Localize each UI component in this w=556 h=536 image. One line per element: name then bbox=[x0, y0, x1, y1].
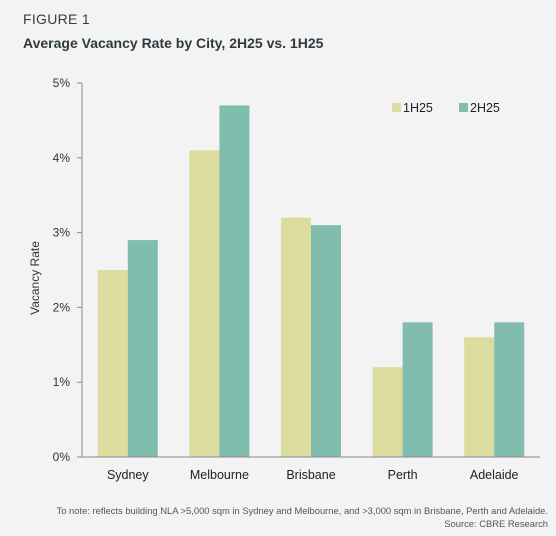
bar-2h25-brisbane bbox=[311, 225, 341, 457]
x-tick-label: Melbourne bbox=[190, 468, 249, 482]
bar-1h25-melbourne bbox=[189, 150, 220, 457]
chart-notes: To note: reflects building NLA >5,000 sq… bbox=[57, 504, 548, 530]
bar-2h25-perth bbox=[402, 322, 433, 457]
bar-1h25-adelaide bbox=[464, 337, 495, 457]
y-tick-label: 4% bbox=[53, 151, 71, 165]
legend-swatch-2h25 bbox=[459, 103, 468, 112]
footnote: To note: reflects building NLA >5,000 sq… bbox=[56, 505, 548, 516]
x-tick-label: Adelaide bbox=[470, 468, 519, 482]
y-tick-label: 5% bbox=[53, 76, 71, 90]
bar-1h25-brisbane bbox=[281, 217, 311, 457]
x-tick-label: Brisbane bbox=[286, 468, 335, 482]
y-tick-label: 1% bbox=[53, 375, 71, 389]
bar-chart: 0% 1% 2% 3% 4% 5% Vacancy Rate Sydney Melbourne B… bbox=[28, 76, 540, 482]
figure-label: FIGURE 1 bbox=[23, 11, 90, 27]
legend-label-1h25: 1H25 bbox=[403, 101, 433, 115]
y-axis-title: Vacancy Rate bbox=[28, 241, 42, 315]
bar-1h25-perth bbox=[372, 367, 403, 457]
bar-1h25-sydney bbox=[97, 270, 128, 457]
x-tick-label: Sydney bbox=[107, 468, 149, 482]
y-tick-label: 3% bbox=[53, 226, 71, 240]
source-note: Source: CBRE Research bbox=[444, 518, 548, 529]
bar-2h25-melbourne bbox=[219, 105, 250, 457]
x-tick-label: Perth bbox=[388, 468, 418, 482]
legend-label-2h25: 2H25 bbox=[470, 101, 500, 115]
bar-2h25-sydney bbox=[127, 240, 158, 457]
bar-2h25-adelaide bbox=[494, 322, 525, 457]
chart-title: Average Vacancy Rate by City, 2H25 vs. 1… bbox=[23, 35, 324, 51]
legend-swatch-1h25 bbox=[392, 103, 401, 112]
y-tick-label: 2% bbox=[53, 300, 71, 314]
y-tick-label: 0% bbox=[53, 450, 71, 464]
